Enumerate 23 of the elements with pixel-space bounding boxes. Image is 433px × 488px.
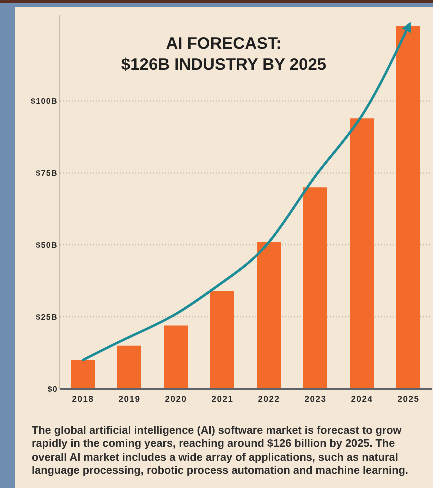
y-tick-label: $25B: [36, 312, 58, 322]
bar: [118, 346, 142, 389]
bar: [304, 188, 328, 389]
bar: [257, 242, 281, 389]
text: AI FORECAST: $126B INDUSTRY BY 2025: [120, 34, 328, 76]
y-tick-label: $0: [48, 384, 58, 394]
bar: [71, 360, 95, 389]
x-tick-label: 2020: [165, 394, 188, 404]
y-tick-label: $75B: [36, 169, 58, 178]
x-tick-label: 2024: [351, 394, 374, 404]
bar: [210, 291, 234, 389]
y-tick-label: $100B: [30, 97, 58, 106]
x-tick-label: 2025: [398, 394, 420, 404]
x-tick-label: 2023: [304, 394, 327, 404]
bar: [350, 118, 374, 389]
x-tick-label: 2019: [118, 394, 141, 404]
x-tick-label: 2022: [258, 394, 280, 404]
text: The global artificial intelligence (AI) software market is forecast to grow rapidly in the coming years, reaching around $126 billion by 2025. The overall AI market includes a wide array of applications, such as natural language processing, robotic process automation and machine learning.: [32, 425, 410, 479]
x-tick-label: 2021: [212, 394, 234, 404]
bar: [396, 26, 420, 389]
y-tick-label: $50B: [36, 240, 58, 250]
bar: [164, 326, 188, 389]
x-tick-label: 2018: [72, 394, 94, 404]
